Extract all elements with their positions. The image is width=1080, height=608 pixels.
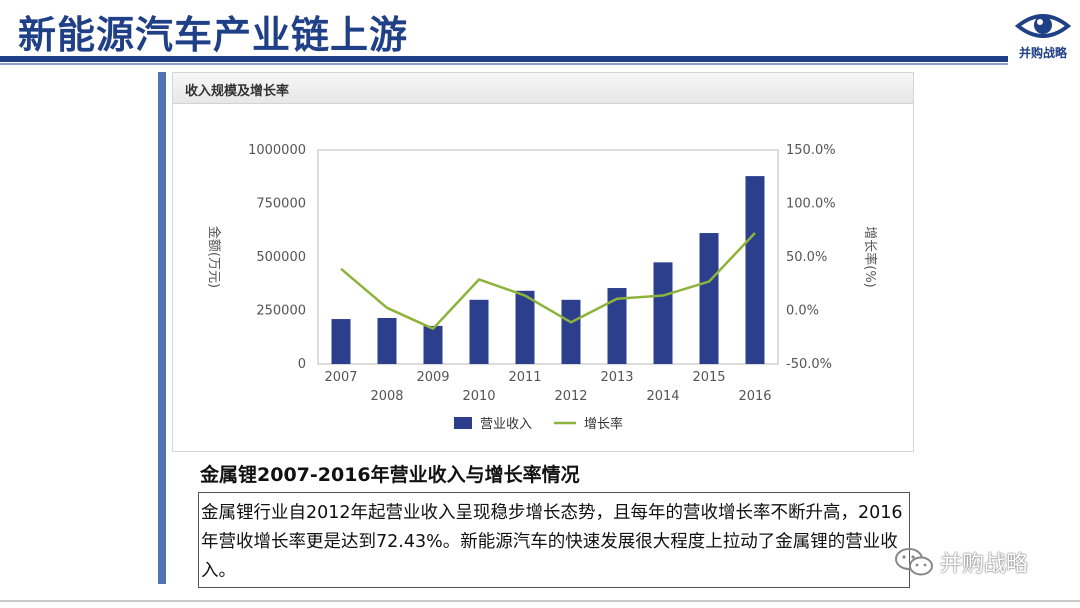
- revenue-bar: [423, 325, 443, 364]
- y-axis-title: 金额(万元): [206, 226, 222, 288]
- chart-panel: 收入规模及增长率: [172, 72, 914, 452]
- y-tick-label: 1000000: [248, 143, 306, 158]
- revenue-growth-chart: 0 250000 500000 750000 1000000 -50.0% 0.0% 50.0…: [206, 143, 878, 432]
- x-tick-label: 2015: [692, 370, 725, 385]
- y-tick-label: 250000: [256, 304, 306, 319]
- x-tick-label: 2008: [370, 389, 403, 404]
- growth-rate-line: [340, 232, 756, 330]
- eye-icon: [1014, 14, 1072, 38]
- y2-tick-label: -50.0%: [786, 357, 832, 372]
- y2-tick-label: 100.0%: [786, 197, 836, 212]
- description-text: 金属锂行业自2012年起营业收入呈现稳步增长态势，且每年的营收增长率不断升高，2…: [198, 492, 910, 588]
- logo-text: 并购战略: [1018, 46, 1067, 60]
- footer-rule: [0, 600, 1080, 602]
- panel-header: 收入规模及增长率: [173, 73, 913, 104]
- accent-bar: [158, 72, 166, 584]
- x-tick-label: 2014: [646, 389, 679, 404]
- brand-logo: 并购战略: [1012, 6, 1074, 64]
- y-tick-label: 0: [298, 357, 306, 372]
- watermark-text: 并购战略: [940, 552, 1029, 577]
- plot-area: [317, 149, 779, 365]
- revenue-bar: [607, 288, 627, 364]
- x-tick-label: 2007: [324, 370, 357, 385]
- legend-swatch-revenue: [454, 417, 472, 429]
- x-tick-label: 2013: [600, 370, 633, 385]
- revenue-bar: [745, 176, 765, 364]
- legend-label-growth: 增长率: [584, 416, 623, 432]
- revenue-bar: [331, 319, 351, 364]
- revenue-bar: [515, 290, 535, 364]
- watermark: 并购战略: [894, 546, 1028, 578]
- revenue-bar: [653, 262, 673, 364]
- x-tick-label: 2010: [462, 389, 495, 404]
- legend-label-revenue: 营业收入: [480, 417, 532, 432]
- revenue-bar: [469, 299, 489, 364]
- wechat-icon: [895, 548, 933, 576]
- slide-title: 新能源汽车产业链上游: [18, 13, 409, 57]
- x-tick-label: 2016: [738, 389, 771, 404]
- revenue-bar: [377, 317, 397, 364]
- y2-tick-label: 150.0%: [786, 143, 836, 158]
- y-tick-label: 750000: [256, 197, 306, 212]
- x-tick-label: 2011: [508, 370, 541, 385]
- y2-axis-title: 增长率(%): [862, 226, 878, 288]
- revenue-bar: [561, 299, 581, 364]
- panel-header-title: 收入规模及增长率: [185, 84, 290, 99]
- y-tick-label: 500000: [256, 250, 306, 265]
- title-rule-thin: [0, 63, 1008, 65]
- x-tick-label: 2012: [554, 389, 587, 404]
- y2-tick-label: 50.0%: [786, 250, 827, 265]
- title-rule: [0, 56, 1008, 62]
- chart-caption: 金属锂2007-2016年营业收入与增长率情况: [200, 464, 580, 486]
- y2-tick-label: 0.0%: [786, 304, 819, 319]
- x-tick-label: 2009: [416, 370, 449, 385]
- revenue-bar: [699, 233, 719, 364]
